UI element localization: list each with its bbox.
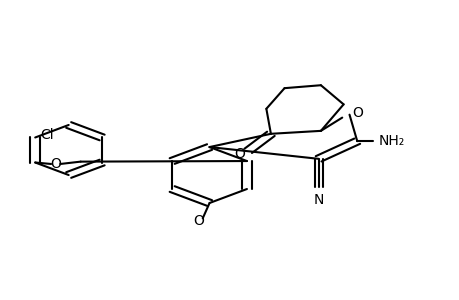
Text: Cl: Cl (40, 128, 54, 142)
Text: O: O (192, 214, 203, 228)
Text: O: O (352, 106, 363, 120)
Text: NH₂: NH₂ (378, 134, 404, 148)
Text: N: N (313, 193, 323, 207)
Text: O: O (234, 147, 245, 161)
Text: O: O (50, 157, 61, 171)
